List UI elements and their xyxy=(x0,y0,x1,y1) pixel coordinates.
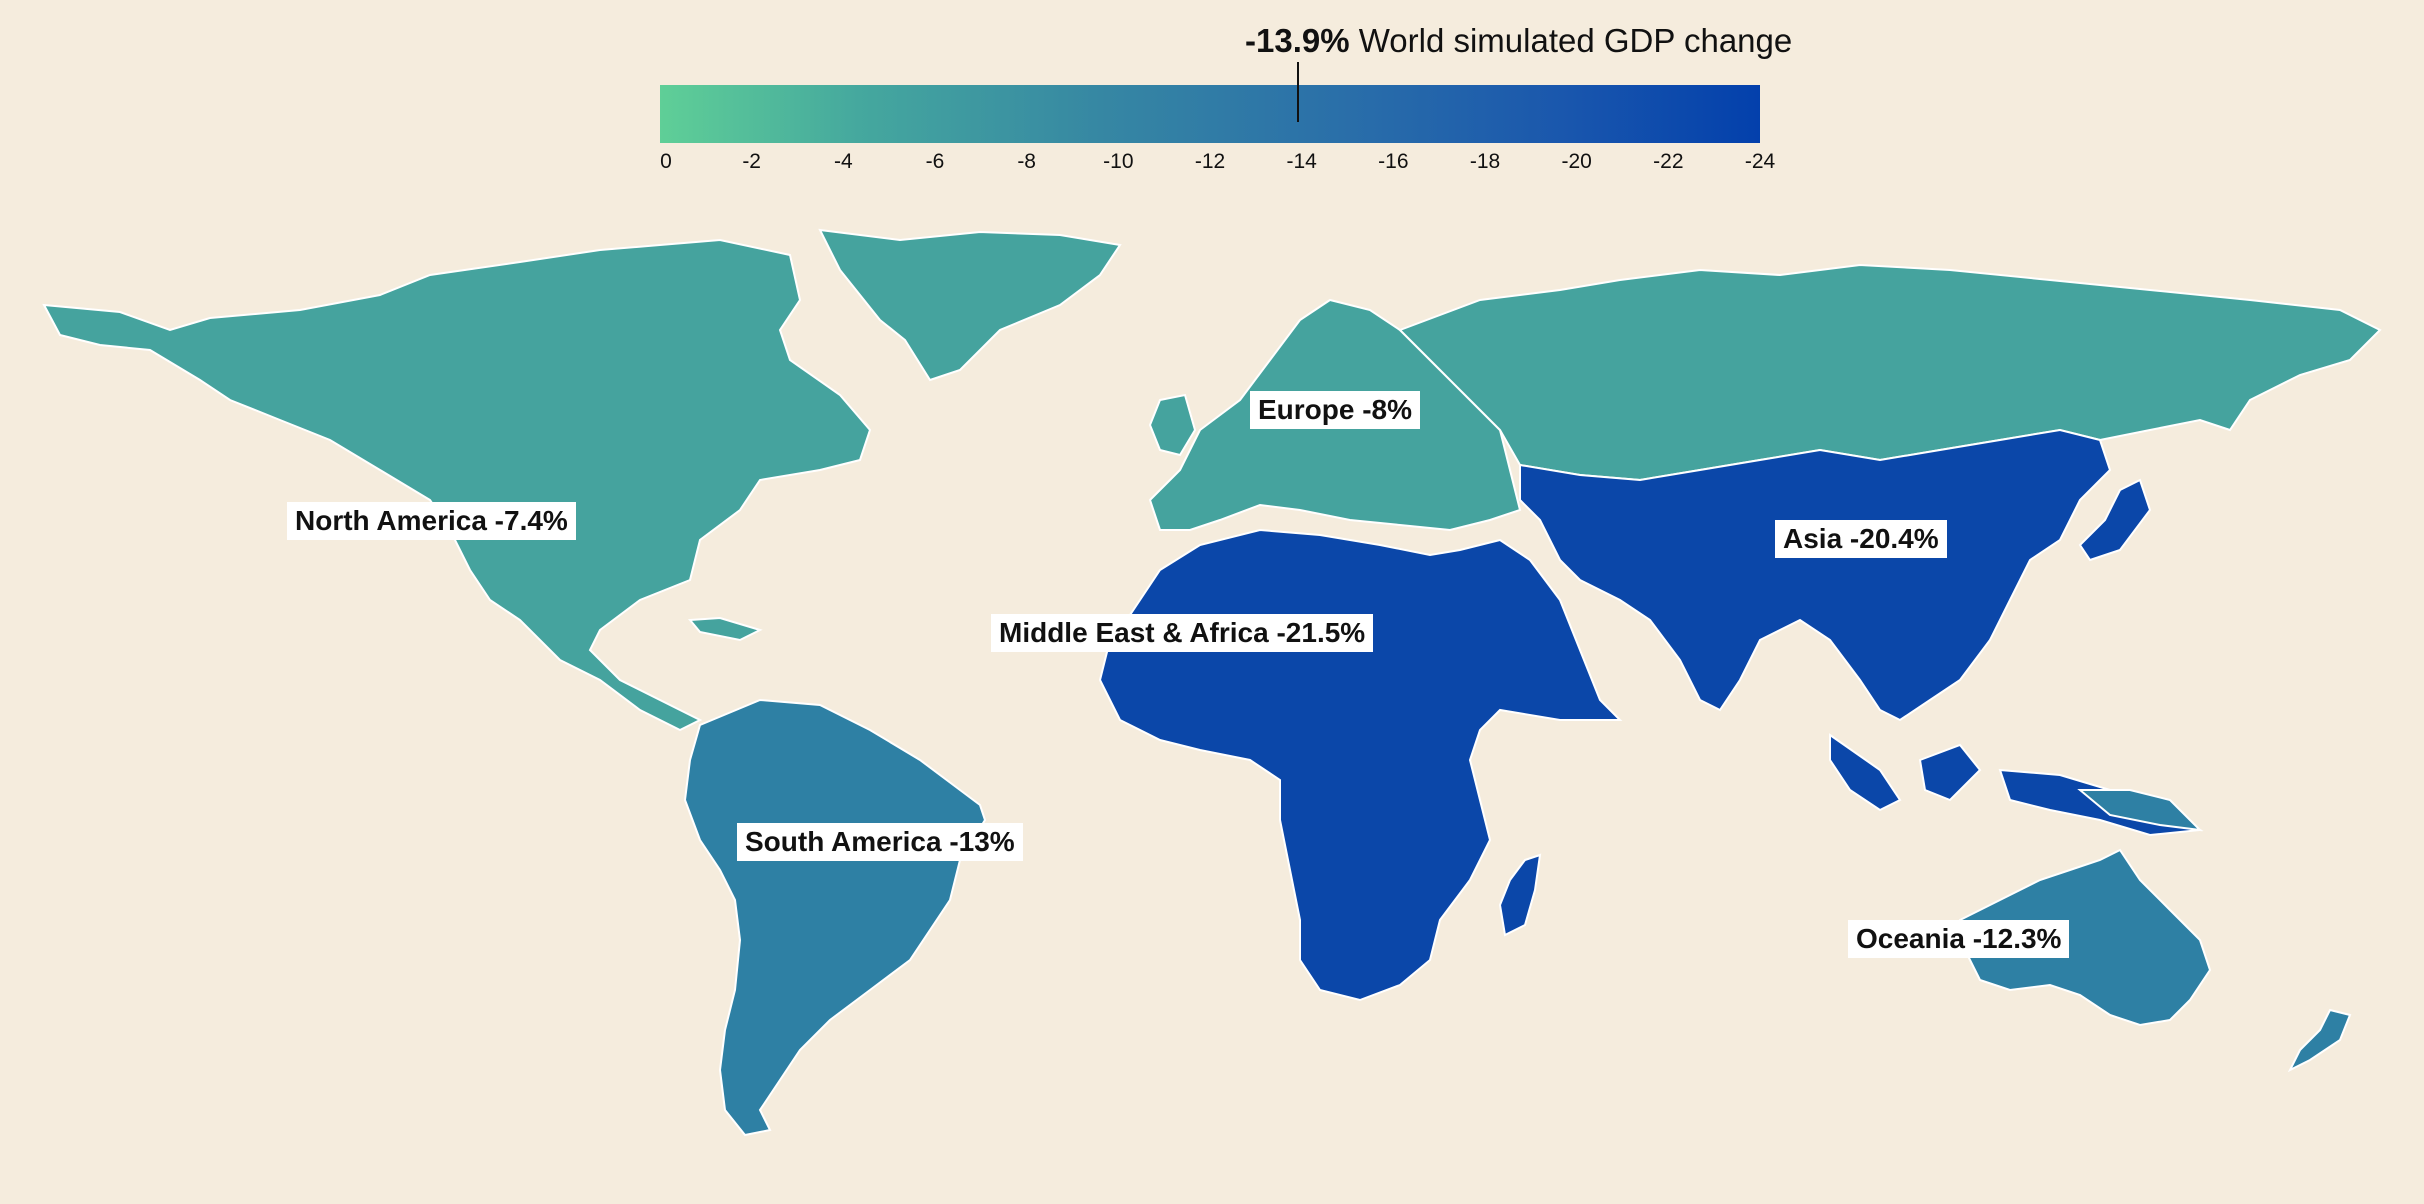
world-gdp-headline: -13.9% World simulated GDP change xyxy=(1245,22,1792,60)
label-oceania: Oceania -12.3% xyxy=(1848,920,2070,958)
label-asia: Asia -20.4% xyxy=(1775,520,1947,558)
new-zealand xyxy=(2287,1008,2352,1073)
label-middle-east-africa: Middle East & Africa -21.5% xyxy=(991,614,1374,652)
label-north-america: North America -7.4% xyxy=(287,502,576,540)
region-north-america[interactable] xyxy=(42,238,872,732)
label-europe: Europe -8% xyxy=(1250,391,1421,429)
scale-tick: -8 xyxy=(1017,150,1036,173)
region-middle-east-africa[interactable] xyxy=(1098,528,1623,1002)
madagascar xyxy=(1498,853,1542,937)
scale-tick: -2 xyxy=(742,150,761,173)
scale-tick: -24 xyxy=(1744,150,1776,173)
scale-tick: -22 xyxy=(1653,150,1684,173)
label-south-america: South America -13% xyxy=(737,823,1023,861)
scale-tick: -4 xyxy=(833,150,853,173)
new-guinea xyxy=(2077,789,2203,832)
color-scale-bar xyxy=(660,85,1760,143)
scale-tick: -20 xyxy=(1561,150,1592,173)
japan xyxy=(2078,478,2152,562)
caribbean-islands xyxy=(687,616,763,642)
world-gdp-label: World simulated GDP change xyxy=(1358,22,1793,59)
scale-tick: -16 xyxy=(1378,150,1409,173)
scale-tick: -6 xyxy=(925,150,945,173)
scale-tick: -12 xyxy=(1194,150,1226,173)
british-isles xyxy=(1148,393,1197,457)
region-south-america[interactable] xyxy=(683,698,987,1137)
scale-tick: -10 xyxy=(1103,150,1134,173)
scale-tick: 0 xyxy=(660,150,672,173)
world-value-marker xyxy=(1297,62,1300,122)
region-oceania[interactable] xyxy=(1958,848,2212,1027)
scale-tick: -18 xyxy=(1469,150,1501,173)
russia xyxy=(1398,263,2382,482)
greenland xyxy=(818,228,1122,382)
scale-tick: -14 xyxy=(1286,150,1317,173)
world-gdp-value: -13.9% xyxy=(1245,22,1350,59)
region-asia[interactable] xyxy=(1519,428,2112,722)
